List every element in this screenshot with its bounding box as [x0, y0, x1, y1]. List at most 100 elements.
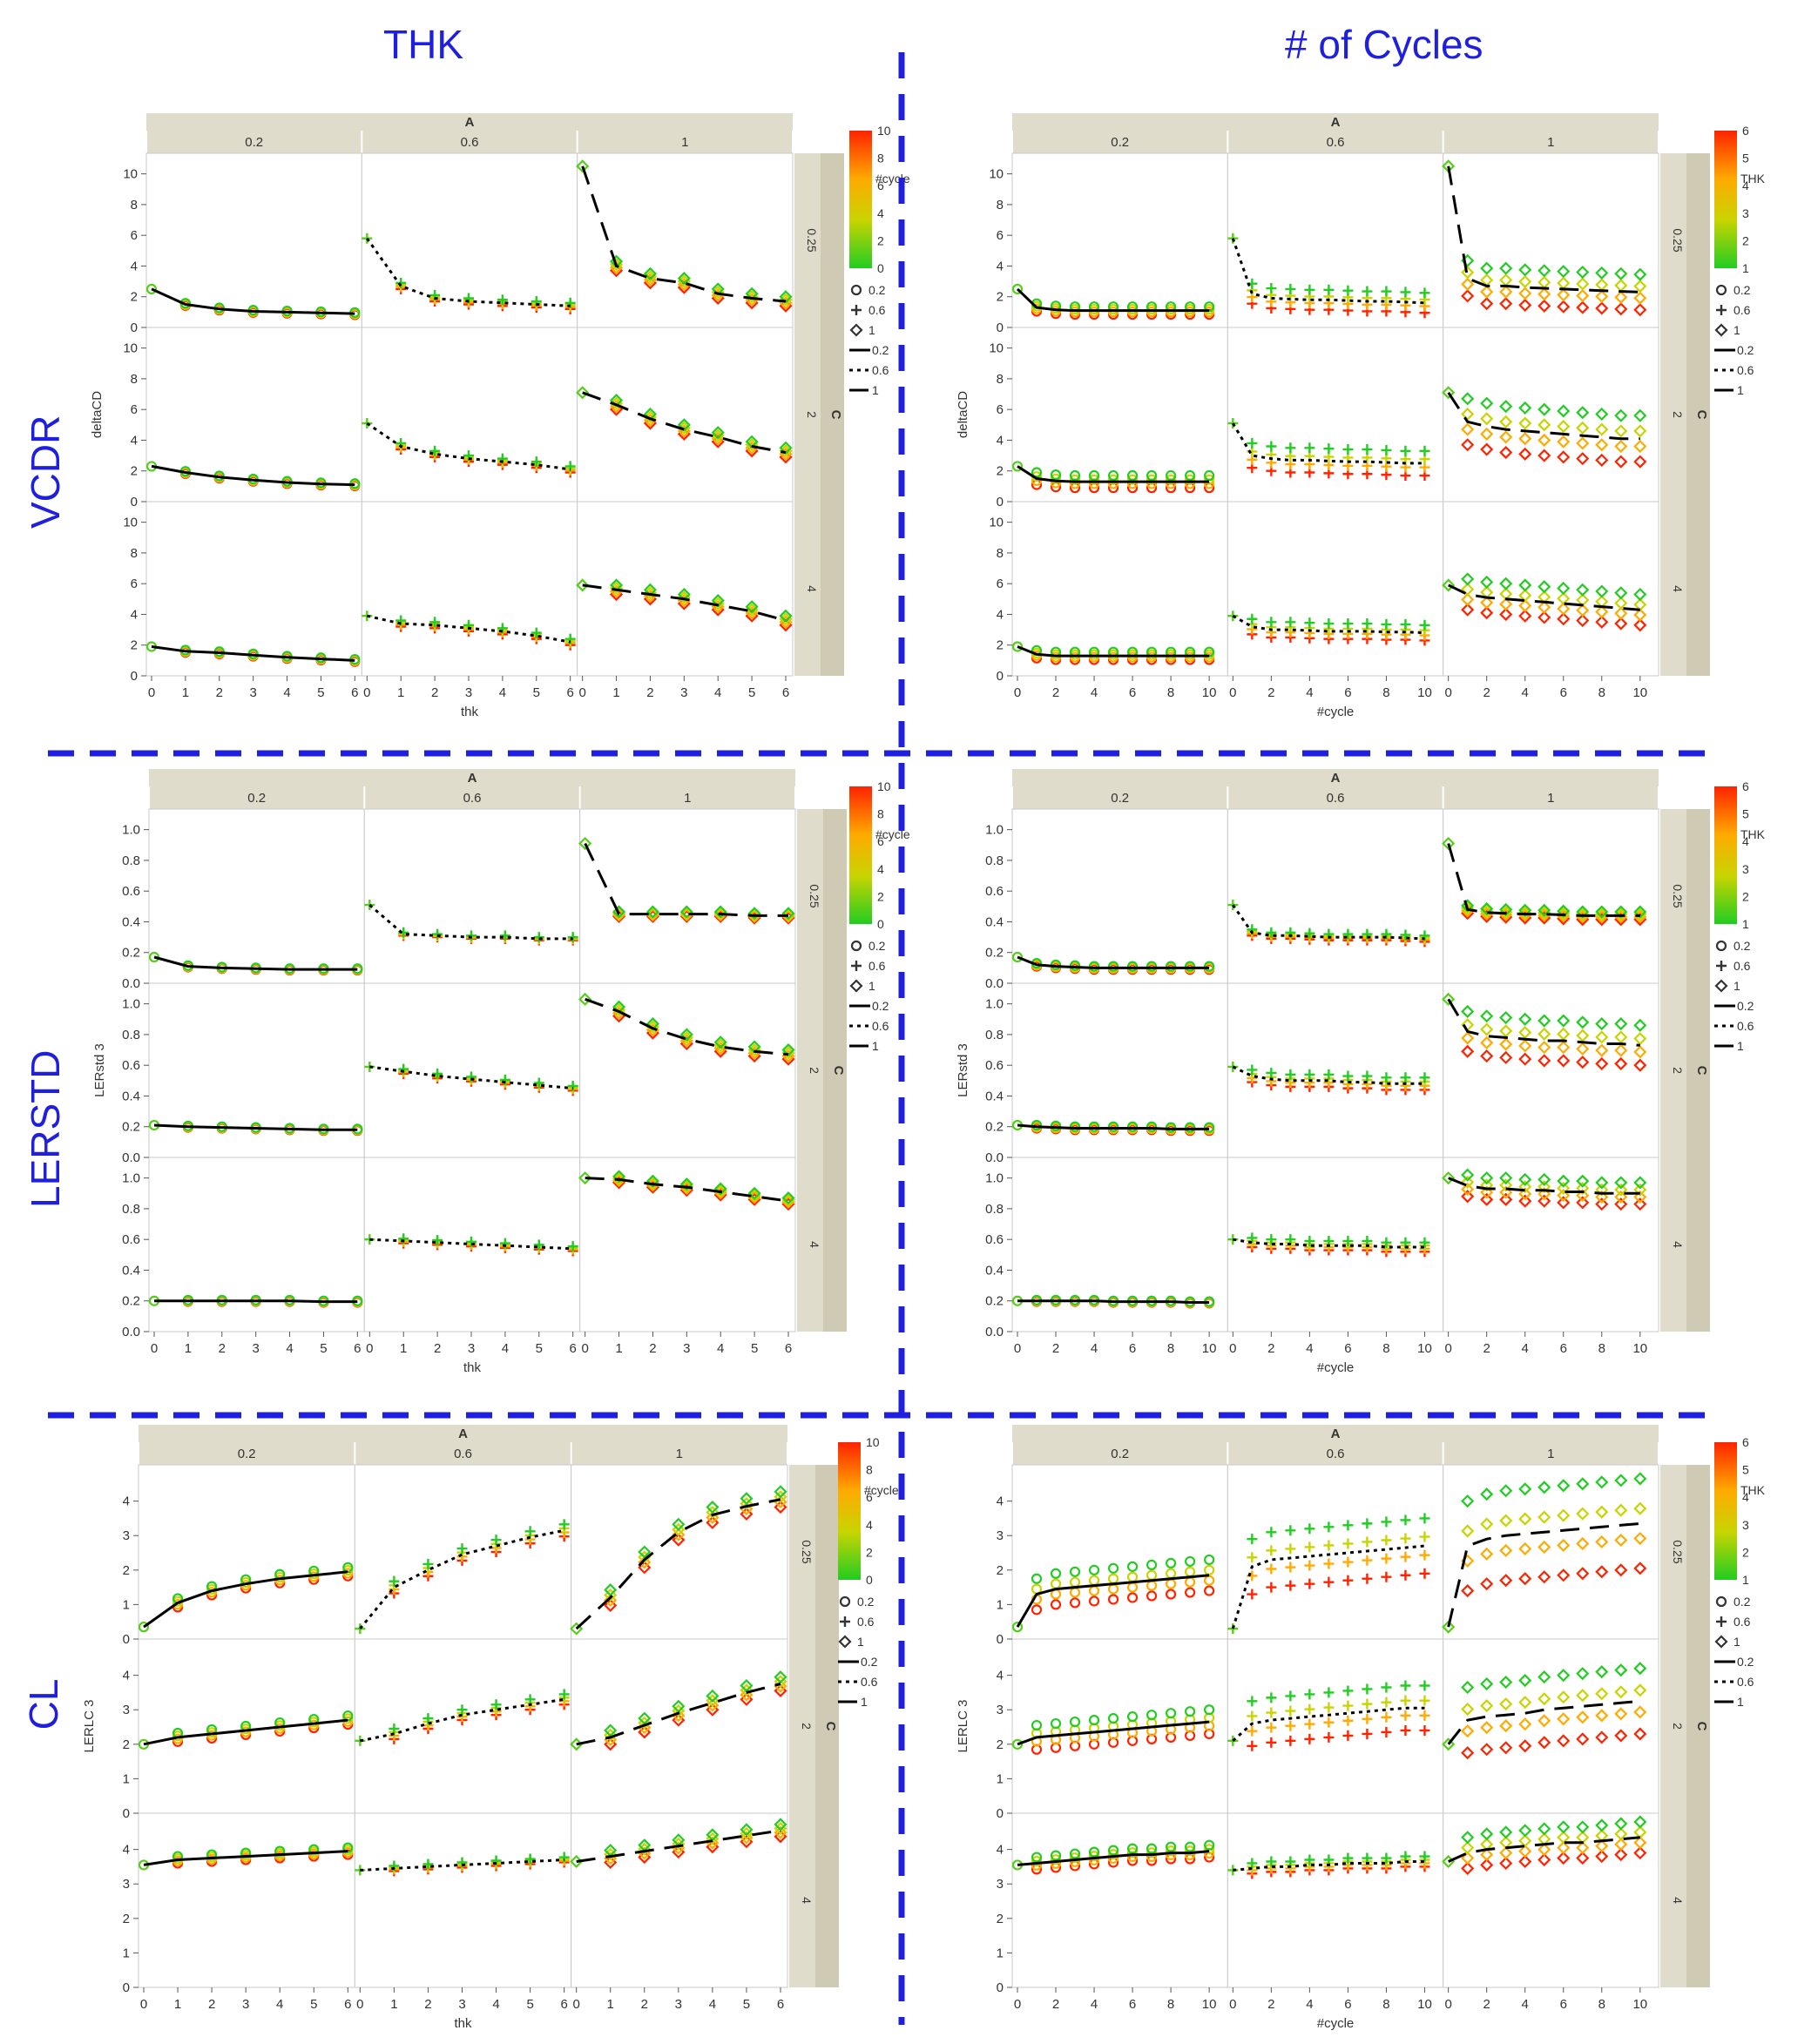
color-legend-tick: 3 [1742, 206, 1749, 220]
y-tick-label: 0.8 [985, 1028, 1004, 1042]
color-legend-bar [1714, 131, 1737, 268]
panel-frame [1011, 1157, 1228, 1332]
x-tick-label: 1 [182, 685, 189, 700]
y-tick-label: 0.8 [122, 853, 140, 868]
data-point [1595, 1190, 1609, 1204]
panel-frame [571, 1464, 788, 1640]
data-point [1185, 474, 1196, 485]
col-strip-label: 1 [681, 135, 688, 150]
data-point [1480, 412, 1494, 426]
data-point [1557, 581, 1571, 596]
data-point [1595, 438, 1609, 452]
x-tick-label: 2 [219, 1341, 226, 1356]
y-tick-label: 4 [997, 259, 1004, 273]
x-tick-label: 0 [1229, 1997, 1236, 2012]
y-tick-label: 1 [123, 1946, 130, 1960]
data-point [1461, 1851, 1475, 1865]
x-tick-label: 6 [782, 685, 789, 700]
data-point [1614, 1190, 1628, 1204]
y-tick-label: 0.4 [985, 914, 1004, 929]
data-point [1362, 1536, 1373, 1548]
x-tick-label: 4 [1522, 685, 1529, 700]
x-tick-label: 0 [148, 685, 155, 700]
data-point [779, 609, 793, 623]
data-point [1518, 1187, 1532, 1201]
data-point [1633, 1705, 1647, 1719]
data-point [1595, 1183, 1609, 1197]
data-point [1538, 418, 1551, 432]
x-tick-label: 5 [317, 685, 324, 700]
data-point [1595, 1017, 1609, 1031]
data-point [145, 283, 158, 295]
x-tick-label: 0 [151, 1341, 158, 1356]
data-point [1538, 1736, 1551, 1750]
data-point [422, 1858, 434, 1870]
data-point [604, 1593, 618, 1608]
marker-legend-symbol [1714, 979, 1728, 993]
data-point [1461, 1175, 1475, 1189]
data-point [1518, 1674, 1532, 1688]
y-tick-label: 10 [123, 167, 138, 182]
line-legend-label: 1 [872, 383, 879, 397]
data-point [1480, 1858, 1494, 1872]
data-point [1614, 290, 1628, 304]
x-tick-label: 3 [465, 685, 472, 700]
data-point [1499, 297, 1513, 311]
marker-legend-label: 0.2 [868, 939, 886, 953]
data-point [1166, 1708, 1177, 1719]
y-tick-label: 0.6 [985, 884, 1004, 899]
data-point [1614, 586, 1628, 600]
color-legend-tick: 6 [877, 834, 884, 848]
data-point [1633, 455, 1647, 469]
color-legend-tick: 6 [1742, 779, 1749, 793]
marker-legend-symbol [1714, 1635, 1728, 1649]
x-tick-label: 0 [1444, 685, 1451, 700]
data-point [1461, 1841, 1475, 1855]
data-point [1342, 1538, 1354, 1549]
y-tick-label: 0 [131, 495, 138, 509]
y-tick-label: 0 [123, 1980, 130, 1995]
panel-0.25-1 [1442, 159, 1647, 317]
panel-2-0.2 [1011, 461, 1215, 494]
data-point [1480, 1848, 1494, 1862]
marker-legend-symbol [840, 1616, 850, 1627]
data-point [1538, 903, 1551, 917]
data-point [1442, 1737, 1456, 1751]
x-tick-label: 8 [1167, 1341, 1174, 1356]
data-point [679, 907, 693, 921]
data-point [1557, 1841, 1571, 1855]
panel-0.25-1 [578, 836, 795, 925]
panel-2-0.2 [138, 1710, 354, 1750]
x-tick-label: 10 [1632, 1341, 1647, 1356]
color-legend-tick: 8 [866, 1463, 873, 1477]
color-legend-tick: 4 [866, 1518, 873, 1532]
data-point [1557, 602, 1571, 616]
panel-frame [577, 327, 794, 503]
fit-line [584, 842, 788, 917]
data-point [1538, 433, 1551, 448]
panel-2-0.2 [1011, 1704, 1215, 1755]
data-point [1518, 298, 1532, 312]
x-tick-label: 4 [1306, 1997, 1313, 2012]
data-point [432, 1235, 443, 1246]
data-point [1126, 961, 1139, 972]
panel-4-0.2 [145, 641, 361, 667]
data-point [1304, 284, 1315, 295]
data-point [1011, 641, 1024, 652]
data-point [1557, 1851, 1571, 1865]
data-point [1285, 1069, 1296, 1080]
top-strip-label: A [1331, 1427, 1341, 1441]
y-tick-label: 0.4 [985, 1263, 1004, 1278]
marker-legend-label: 1 [1734, 1635, 1740, 1649]
panel-frame [1443, 1812, 1659, 1988]
data-point [1323, 1854, 1335, 1865]
data-point [1362, 444, 1373, 455]
data-point [1595, 1197, 1609, 1211]
data-point [1499, 1675, 1513, 1690]
y-tick-label: 3 [997, 1703, 1004, 1717]
data-point [1538, 1510, 1551, 1524]
panel-2-0.6 [1227, 1061, 1430, 1096]
data-point [1323, 1717, 1335, 1728]
data-point [1419, 1549, 1430, 1561]
top-strip [1012, 1425, 1659, 1442]
